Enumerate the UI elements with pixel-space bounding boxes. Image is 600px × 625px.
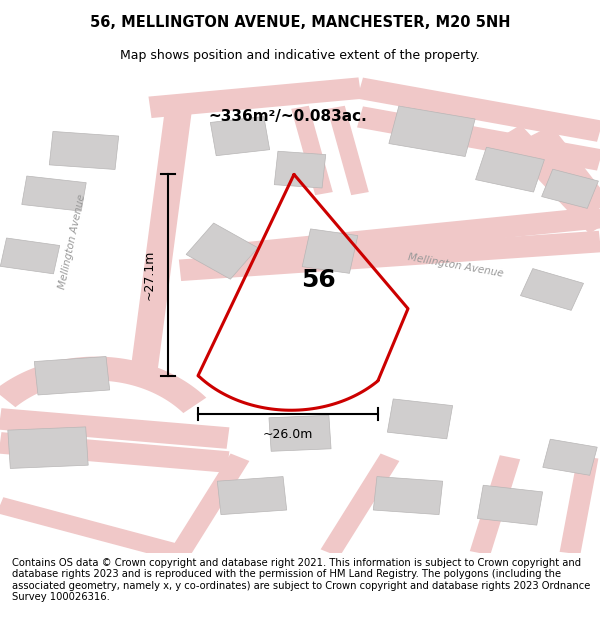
Polygon shape xyxy=(543,439,597,475)
Polygon shape xyxy=(0,408,229,449)
Text: ~27.1m: ~27.1m xyxy=(143,250,156,300)
Polygon shape xyxy=(373,477,443,514)
Polygon shape xyxy=(320,454,400,557)
Polygon shape xyxy=(476,148,544,192)
Polygon shape xyxy=(470,455,520,555)
Text: Mellington Avenue: Mellington Avenue xyxy=(407,252,505,279)
Text: 56: 56 xyxy=(301,268,335,292)
Polygon shape xyxy=(478,485,542,525)
Text: Contains OS data © Crown copyright and database right 2021. This information is : Contains OS data © Crown copyright and d… xyxy=(12,558,590,602)
Polygon shape xyxy=(529,126,600,214)
Text: ~336m²/~0.083ac.: ~336m²/~0.083ac. xyxy=(209,109,367,124)
Polygon shape xyxy=(520,269,584,311)
Polygon shape xyxy=(327,106,369,195)
Polygon shape xyxy=(389,106,475,156)
Polygon shape xyxy=(357,106,600,171)
Polygon shape xyxy=(357,78,600,142)
Polygon shape xyxy=(542,169,598,208)
Polygon shape xyxy=(22,176,86,211)
Text: ~26.0m: ~26.0m xyxy=(263,429,313,441)
Polygon shape xyxy=(179,231,600,281)
Polygon shape xyxy=(291,106,333,195)
Polygon shape xyxy=(302,229,358,273)
Polygon shape xyxy=(34,356,110,395)
Polygon shape xyxy=(170,454,250,557)
Polygon shape xyxy=(49,131,119,169)
Text: Map shows position and indicative extent of the property.: Map shows position and indicative extent… xyxy=(120,49,480,62)
Polygon shape xyxy=(0,238,60,274)
Polygon shape xyxy=(131,97,193,372)
Polygon shape xyxy=(274,151,326,188)
Polygon shape xyxy=(186,223,258,279)
Polygon shape xyxy=(499,125,600,234)
Text: Mellington Avenue: Mellington Avenue xyxy=(57,193,87,290)
Polygon shape xyxy=(0,357,206,413)
Polygon shape xyxy=(214,207,600,267)
Polygon shape xyxy=(211,116,269,156)
Polygon shape xyxy=(269,415,331,451)
Polygon shape xyxy=(148,78,362,118)
Polygon shape xyxy=(388,399,452,439)
Text: 56, MELLINGTON AVENUE, MANCHESTER, M20 5NH: 56, MELLINGTON AVENUE, MANCHESTER, M20 5… xyxy=(90,14,510,29)
Polygon shape xyxy=(0,432,229,472)
Polygon shape xyxy=(8,427,88,469)
Polygon shape xyxy=(560,456,598,554)
Polygon shape xyxy=(217,477,287,514)
Polygon shape xyxy=(0,498,184,561)
